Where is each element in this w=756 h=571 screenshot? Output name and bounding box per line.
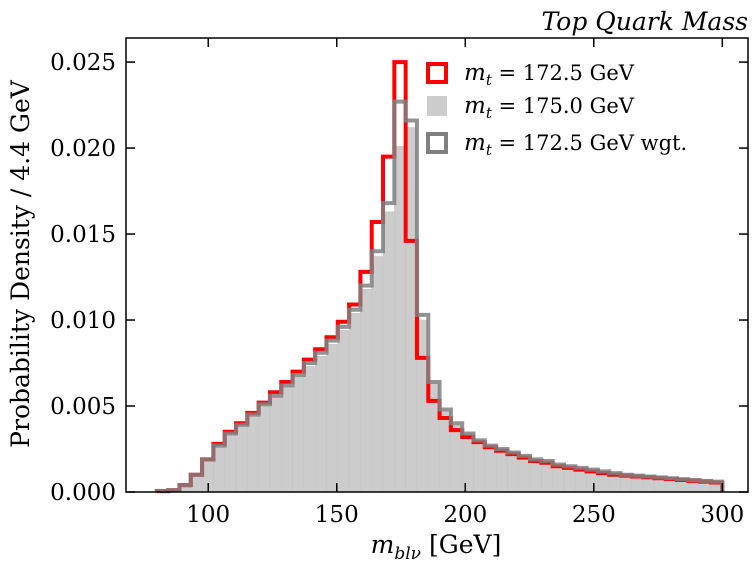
bar-2-14 <box>303 366 316 493</box>
bar-2-21 <box>382 211 395 493</box>
bar-2-12 <box>281 386 293 493</box>
y-tick-label-4: 0.020 <box>50 136 116 162</box>
series-step-layer <box>154 60 725 494</box>
y-tick-label-2: 0.010 <box>50 308 116 334</box>
plot-frame <box>125 37 749 493</box>
bar-2-10 <box>258 405 271 493</box>
chart-title: Top Quark Mass <box>542 7 748 36</box>
bar-2-15 <box>315 355 327 493</box>
bar-2-16 <box>326 343 338 493</box>
x-axis-label-unit: [GeV] <box>429 530 501 559</box>
bar-2-18 <box>348 313 361 493</box>
bar-2-17 <box>337 330 350 493</box>
x-axis-ticks: 100 150 200 250 300 <box>186 38 744 528</box>
series-line-3 <box>154 99 725 494</box>
y-tick-label-3: 0.015 <box>50 222 116 248</box>
bar-2-19 <box>360 288 372 493</box>
bar-2-8 <box>235 426 248 493</box>
bar-2-11 <box>269 397 282 493</box>
x-tick-label-250: 250 <box>572 502 616 528</box>
x-tick-label-100: 100 <box>186 502 230 528</box>
legend-label-2: mt = 175.0 GeV <box>464 93 635 122</box>
x-tick-label-150: 150 <box>315 502 359 528</box>
y-axis-label: Probability Density / 4.4 GeV <box>6 79 35 448</box>
y-axis-ticks: 0.000 0.005 0.010 0.015 0.020 0.025 <box>50 50 748 506</box>
legend-swatch-1 <box>426 62 448 84</box>
x-axis-label-sub: blν <box>394 544 421 564</box>
legend-swatch-2 <box>427 96 447 116</box>
x-tick-label-300: 300 <box>700 502 744 528</box>
legend-label-3: mt = 172.5 GeV wgt. <box>464 130 687 159</box>
y-tick-label-0: 0.000 <box>50 480 116 506</box>
bar-2-9 <box>247 416 259 493</box>
bar-2-20 <box>371 256 384 493</box>
legend: mt = 172.5 GeV mt = 175.0 GeV mt = 172.5 G… <box>426 60 687 159</box>
x-axis-label: mblν [GeV] <box>371 530 502 564</box>
series-filled-layer <box>156 127 723 493</box>
y-tick-label-1: 0.005 <box>50 394 116 420</box>
x-tick-label-200: 200 <box>443 502 487 528</box>
y-tick-label-5: 0.025 <box>50 50 116 76</box>
legend-label-1: mt = 172.5 GeV <box>464 60 635 89</box>
x-axis-label-math: m <box>371 530 395 559</box>
bar-2-13 <box>292 376 305 493</box>
legend-swatch-3 <box>426 132 448 154</box>
